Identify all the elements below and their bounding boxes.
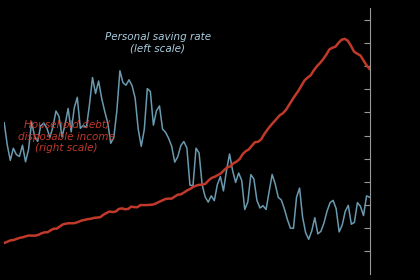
Text: Household debt/
disposable income
(right scale): Household debt/ disposable income (right… <box>18 120 115 153</box>
Text: Personal saving rate
(left scale): Personal saving rate (left scale) <box>105 32 211 54</box>
